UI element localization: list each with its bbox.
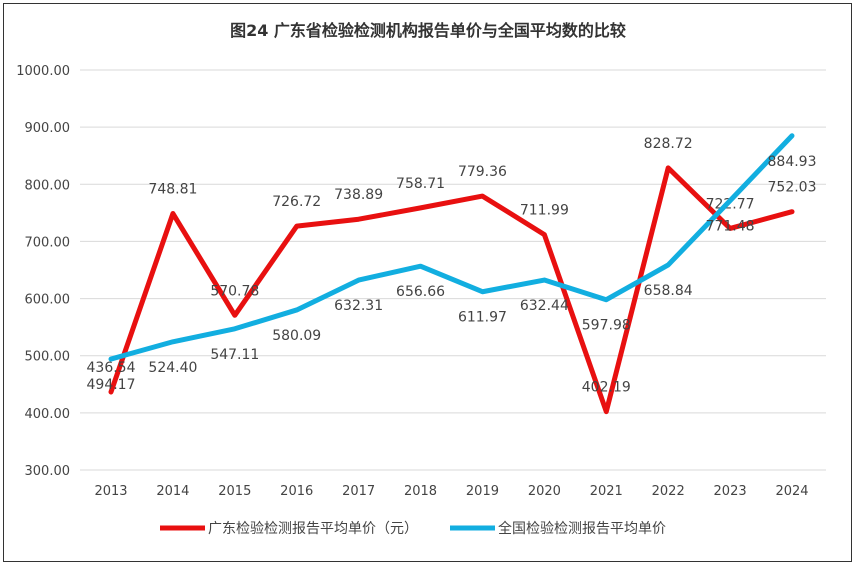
x-tick-label: 2022 [652, 484, 685, 499]
data-label: 494.17 [87, 377, 136, 393]
y-tick-label: 800.00 [25, 178, 71, 193]
data-label: 828.72 [644, 136, 693, 152]
x-tick-label: 2024 [775, 484, 808, 499]
y-tick-label: 400.00 [25, 407, 71, 422]
data-label: 611.97 [458, 310, 507, 326]
data-label: 402.19 [582, 380, 631, 396]
data-label: 722.77 [706, 196, 755, 212]
x-tick-label: 2014 [156, 484, 189, 499]
data-label: 632.31 [334, 298, 383, 314]
y-tick-label: 300.00 [25, 464, 71, 479]
x-tick-label: 2021 [590, 484, 623, 499]
data-label: 524.40 [148, 360, 197, 376]
legend-label: 广东检验检测报告平均单价（元） [208, 521, 418, 537]
data-label: 658.84 [644, 283, 693, 299]
data-label: 779.36 [458, 164, 507, 180]
data-label: 436.54 [87, 360, 136, 376]
x-tick-label: 2017 [342, 484, 375, 499]
x-tick-label: 2023 [714, 484, 747, 499]
series-line-0 [108, 165, 795, 415]
y-tick-label: 700.00 [25, 235, 71, 250]
data-label: 632.44 [520, 298, 569, 314]
data-label: 726.72 [272, 194, 321, 210]
x-tick-label: 2016 [280, 484, 313, 499]
series-line-1 [108, 133, 795, 362]
y-tick-label: 600.00 [25, 293, 71, 308]
y-tick-label: 500.00 [25, 350, 71, 365]
data-label: 580.09 [272, 328, 321, 344]
data-label: 748.81 [148, 182, 197, 198]
chart-frame [3, 3, 852, 562]
x-tick-label: 2019 [466, 484, 499, 499]
legend-label: 全国检验检测报告平均单价 [498, 520, 666, 537]
x-tick-label: 2020 [528, 484, 561, 499]
y-tick-label: 900.00 [25, 121, 71, 136]
data-label: 656.66 [396, 284, 445, 300]
data-label: 752.03 [768, 180, 817, 196]
x-tick-label: 2015 [218, 484, 251, 499]
y-tick-label: 1000.00 [16, 64, 70, 79]
x-tick-label: 2018 [404, 484, 437, 499]
data-label: 711.99 [520, 203, 569, 219]
x-tick-label: 2013 [94, 484, 127, 499]
chart-title: 图24 广东省检验检测机构报告单价与全国平均数的比较 [230, 21, 626, 40]
data-label: 570.78 [210, 283, 259, 299]
data-label: 884.93 [768, 154, 817, 170]
data-label: 547.11 [210, 347, 259, 363]
data-label: 597.98 [582, 318, 631, 334]
data-label: 758.71 [396, 176, 445, 192]
data-label: 771.48 [706, 219, 755, 235]
data-label: 738.89 [334, 187, 383, 203]
